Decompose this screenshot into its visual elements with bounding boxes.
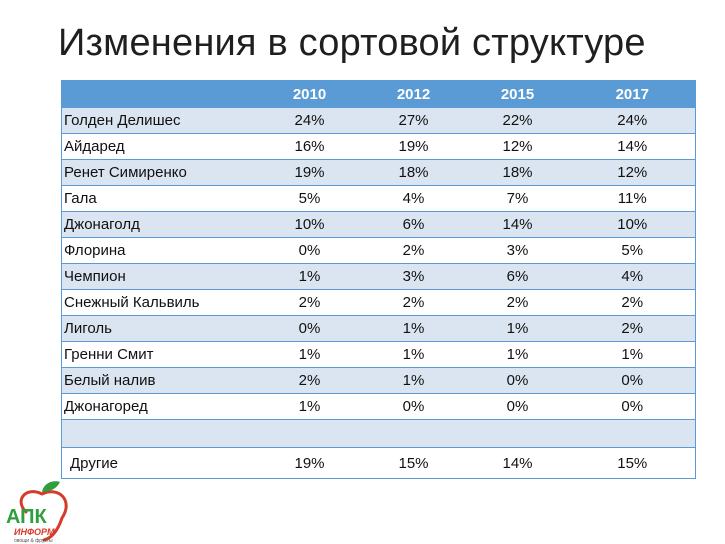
share-cell: 0% xyxy=(569,393,696,420)
variety-name: Гренни Смит xyxy=(61,341,258,368)
variety-name: Снежный Кальвиль xyxy=(61,289,258,316)
blank-cell xyxy=(361,419,466,448)
share-cell: 11% xyxy=(569,185,696,212)
variety-structure-table: 2010 2012 2015 2017 Голден Делишес 24% 2… xyxy=(61,80,696,479)
share-cell: 0% xyxy=(257,237,362,264)
table-row: Айдаред 16% 19% 12% 14% xyxy=(61,133,696,160)
variety-name: Белый налив xyxy=(61,367,258,394)
share-cell: 1% xyxy=(569,341,696,368)
apple-outline-icon xyxy=(19,490,68,542)
table-row: Белый налив 2% 1% 0% 0% xyxy=(61,367,696,394)
share-cell: 1% xyxy=(361,367,466,394)
logo-tagline: овощи & фрукты xyxy=(14,538,53,544)
table-row: Гренни Смит 1% 1% 1% 1% xyxy=(61,341,696,368)
share-cell: 2% xyxy=(257,289,362,316)
header-variety xyxy=(61,80,258,108)
header-year: 2010 xyxy=(257,80,362,108)
share-cell: 24% xyxy=(569,108,696,134)
table-row: Флорина 0% 2% 3% 5% xyxy=(61,237,696,264)
share-cell: 2% xyxy=(569,315,696,342)
share-cell: 2% xyxy=(361,289,466,316)
share-cell: 5% xyxy=(257,185,362,212)
share-cell: 15% xyxy=(361,447,466,479)
blank-cell xyxy=(569,419,696,448)
share-cell: 1% xyxy=(361,341,466,368)
share-cell: 6% xyxy=(465,263,570,290)
share-cell: 0% xyxy=(465,367,570,394)
table-row: Гала 5% 4% 7% 11% xyxy=(61,185,696,212)
variety-name: Джонаголд xyxy=(61,211,258,238)
share-cell: 5% xyxy=(569,237,696,264)
share-cell: 19% xyxy=(257,447,362,479)
variety-name: Гала xyxy=(61,185,258,212)
share-cell: 18% xyxy=(465,159,570,186)
share-cell: 22% xyxy=(465,108,570,134)
share-cell: 3% xyxy=(465,237,570,264)
share-cell: 12% xyxy=(465,133,570,160)
share-cell: 1% xyxy=(257,263,362,290)
share-cell: 1% xyxy=(465,341,570,368)
page-title: Изменения в сортовой структуре xyxy=(58,22,646,64)
variety-name: Ренет Симиренко xyxy=(61,159,258,186)
blank-row xyxy=(61,419,696,448)
share-cell: 15% xyxy=(569,447,696,479)
share-cell: 18% xyxy=(361,159,466,186)
share-cell: 1% xyxy=(361,315,466,342)
share-cell: 3% xyxy=(361,263,466,290)
variety-name: Флорина xyxy=(61,237,258,264)
table-row: Голден Делишес 24% 27% 22% 24% xyxy=(61,108,696,134)
share-cell: 19% xyxy=(257,159,362,186)
variety-name: Лиголь xyxy=(61,315,258,342)
logo-subtitle: ИНФОРМ xyxy=(14,527,55,537)
share-cell: 10% xyxy=(569,211,696,238)
share-cell: 4% xyxy=(361,185,466,212)
header-year: 2015 xyxy=(465,80,570,108)
share-cell: 2% xyxy=(257,367,362,394)
share-cell: 16% xyxy=(257,133,362,160)
share-cell: 4% xyxy=(569,263,696,290)
share-cell: 14% xyxy=(569,133,696,160)
share-cell: 12% xyxy=(569,159,696,186)
table-row: Джонаголд 10% 6% 14% 10% xyxy=(61,211,696,238)
table-header-row: 2010 2012 2015 2017 xyxy=(61,80,696,108)
share-cell: 19% xyxy=(361,133,466,160)
share-cell: 0% xyxy=(569,367,696,394)
share-cell: 0% xyxy=(361,393,466,420)
other-row: Другие 19% 15% 14% 15% xyxy=(61,447,696,479)
apk-inform-logo xyxy=(19,481,68,542)
variety-name: Айдаред xyxy=(61,133,258,160)
share-cell: 14% xyxy=(465,211,570,238)
share-cell: 1% xyxy=(257,393,362,420)
blank-cell xyxy=(465,419,570,448)
variety-name: Джонагоред xyxy=(61,393,258,420)
share-cell: 0% xyxy=(257,315,362,342)
share-cell: 6% xyxy=(361,211,466,238)
table-row: Джонагоред 1% 0% 0% 0% xyxy=(61,393,696,420)
variety-name: Чемпион xyxy=(61,263,258,290)
variety-name: Другие xyxy=(61,447,258,479)
share-cell: 10% xyxy=(257,211,362,238)
share-cell: 1% xyxy=(465,315,570,342)
share-cell: 14% xyxy=(465,447,570,479)
leaf-icon xyxy=(42,481,60,492)
table-row: Чемпион 1% 3% 6% 4% xyxy=(61,263,696,290)
table-row: Снежный Кальвиль 2% 2% 2% 2% xyxy=(61,289,696,316)
table-row: Ренет Симиренко 19% 18% 18% 12% xyxy=(61,159,696,186)
share-cell: 0% xyxy=(465,393,570,420)
share-cell: 27% xyxy=(361,108,466,134)
logo-word: АПК xyxy=(6,506,47,528)
blank-cell xyxy=(257,419,362,448)
header-year: 2017 xyxy=(569,80,696,108)
share-cell: 24% xyxy=(257,108,362,134)
share-cell: 2% xyxy=(465,289,570,316)
table-row: Лиголь 0% 1% 1% 2% xyxy=(61,315,696,342)
blank-cell xyxy=(61,419,258,448)
header-year: 2012 xyxy=(361,80,466,108)
variety-name: Голден Делишес xyxy=(61,108,258,134)
share-cell: 2% xyxy=(361,237,466,264)
share-cell: 1% xyxy=(257,341,362,368)
share-cell: 7% xyxy=(465,185,570,212)
share-cell: 2% xyxy=(569,289,696,316)
